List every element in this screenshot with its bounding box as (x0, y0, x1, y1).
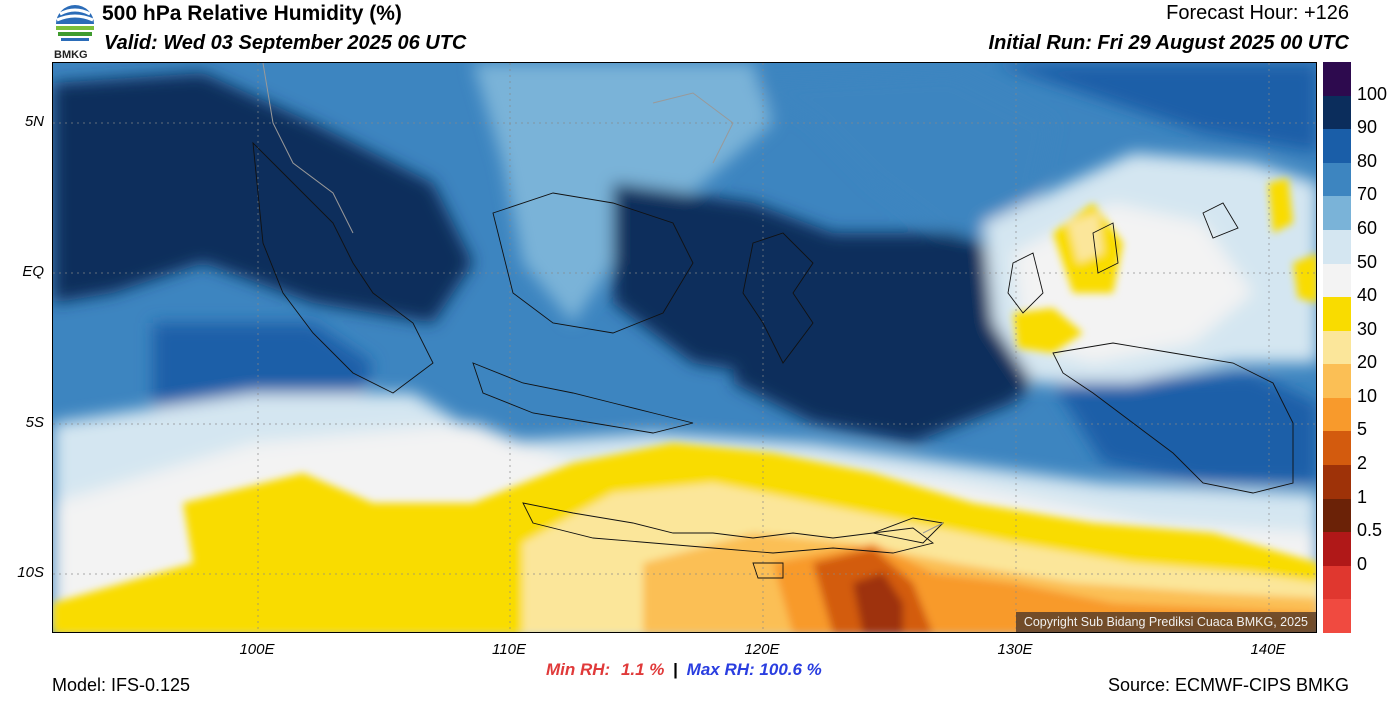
colorbar-swatch (1323, 62, 1351, 97)
x-tick-130e: 130E (997, 641, 1033, 658)
humidity-field (53, 63, 1316, 632)
bmkg-logo: BMKG (52, 2, 98, 61)
colorbar-label: 40 (1357, 285, 1378, 306)
initial-run: Initial Run: Fri 29 August 2025 00 UTC (988, 32, 1349, 54)
colorbar-label: 10 (1357, 385, 1378, 406)
x-tick-110e: 110E (492, 641, 526, 658)
colorbar-swatch (1323, 330, 1351, 365)
source-label: Source: ECMWF-CIPS BMKG (1107, 675, 1349, 695)
humidity-map: Copyright Sub Bidang Prediksi Cuaca BMKG… (52, 62, 1317, 633)
colorbar-swatch (1323, 431, 1351, 466)
colorbar-swatch (1323, 397, 1351, 432)
x-tick-120e: 120E (744, 641, 780, 658)
colorbar-swatch (1323, 196, 1351, 231)
min-max-readout: Min RH: 1.1 % | Max RH: 100.6 % (546, 660, 822, 680)
colorbar-swatch (1323, 498, 1351, 533)
colorbar-label: 20 (1357, 352, 1378, 373)
min-rh-label: Min RH: (546, 660, 611, 679)
min-rh-value: 1.1 % (620, 660, 665, 679)
forecast-hour: Forecast Hour: +126 (1166, 2, 1349, 24)
colorbar-label: 0 (1357, 553, 1368, 574)
colorbar-label: 5 (1357, 419, 1368, 440)
colorbar-swatch (1323, 297, 1351, 332)
map-gridlines (53, 63, 1316, 632)
chart-title: 500 hPa Relative Humidity (%) (102, 2, 402, 25)
x-tick-140e: 140E (1250, 641, 1286, 658)
colorbar-swatch (1323, 465, 1351, 500)
y-tick-10s: 10S (17, 564, 44, 581)
max-rh-value: 100.6 % (759, 660, 822, 679)
colorbar-swatch (1323, 129, 1351, 164)
borders (262, 63, 944, 534)
colorbar-swatch (1323, 364, 1351, 399)
colorbar-label: 2 (1357, 453, 1368, 474)
colorbar-label: 1 (1357, 486, 1368, 507)
colorbar-label: 100 (1357, 83, 1388, 104)
logo-text: BMKG (54, 49, 88, 61)
x-tick-100e: 100E (239, 641, 275, 658)
colorbar-swatch (1323, 599, 1351, 634)
colorbar-swatch (1323, 229, 1351, 265)
colorbar-label: 30 (1357, 318, 1378, 339)
bmkg-logo-icon (56, 5, 94, 41)
valid-time: Valid: Wed 03 September 2025 06 UTC (104, 32, 467, 54)
model-label: Model: IFS-0.125 (52, 675, 191, 695)
colorbar-label: 90 (1357, 117, 1378, 138)
colorbar-swatch (1323, 263, 1351, 298)
colorbar-label: 70 (1357, 184, 1378, 205)
colorbar-swatch (1323, 95, 1351, 130)
colorbar-label: 50 (1357, 251, 1378, 272)
y-tick-5s: 5S (25, 414, 44, 431)
coastlines (252, 141, 1294, 579)
colorbar-swatch (1323, 532, 1351, 567)
colorbar (1323, 62, 1351, 634)
colorbar-swatch (1323, 565, 1351, 600)
y-tick-5n: 5N (24, 113, 44, 130)
colorbar-label: 60 (1357, 217, 1378, 238)
min-max-separator: | (673, 660, 678, 679)
colorbar-swatch (1323, 162, 1351, 197)
colorbar-label: 0.5 (1357, 520, 1383, 541)
copyright-notice: Copyright Sub Bidang Prediksi Cuaca BMKG… (1015, 612, 1316, 632)
colorbar-label: 80 (1357, 150, 1378, 171)
max-rh-label: Max RH: (686, 660, 755, 679)
y-tick-eq: EQ (22, 263, 44, 280)
